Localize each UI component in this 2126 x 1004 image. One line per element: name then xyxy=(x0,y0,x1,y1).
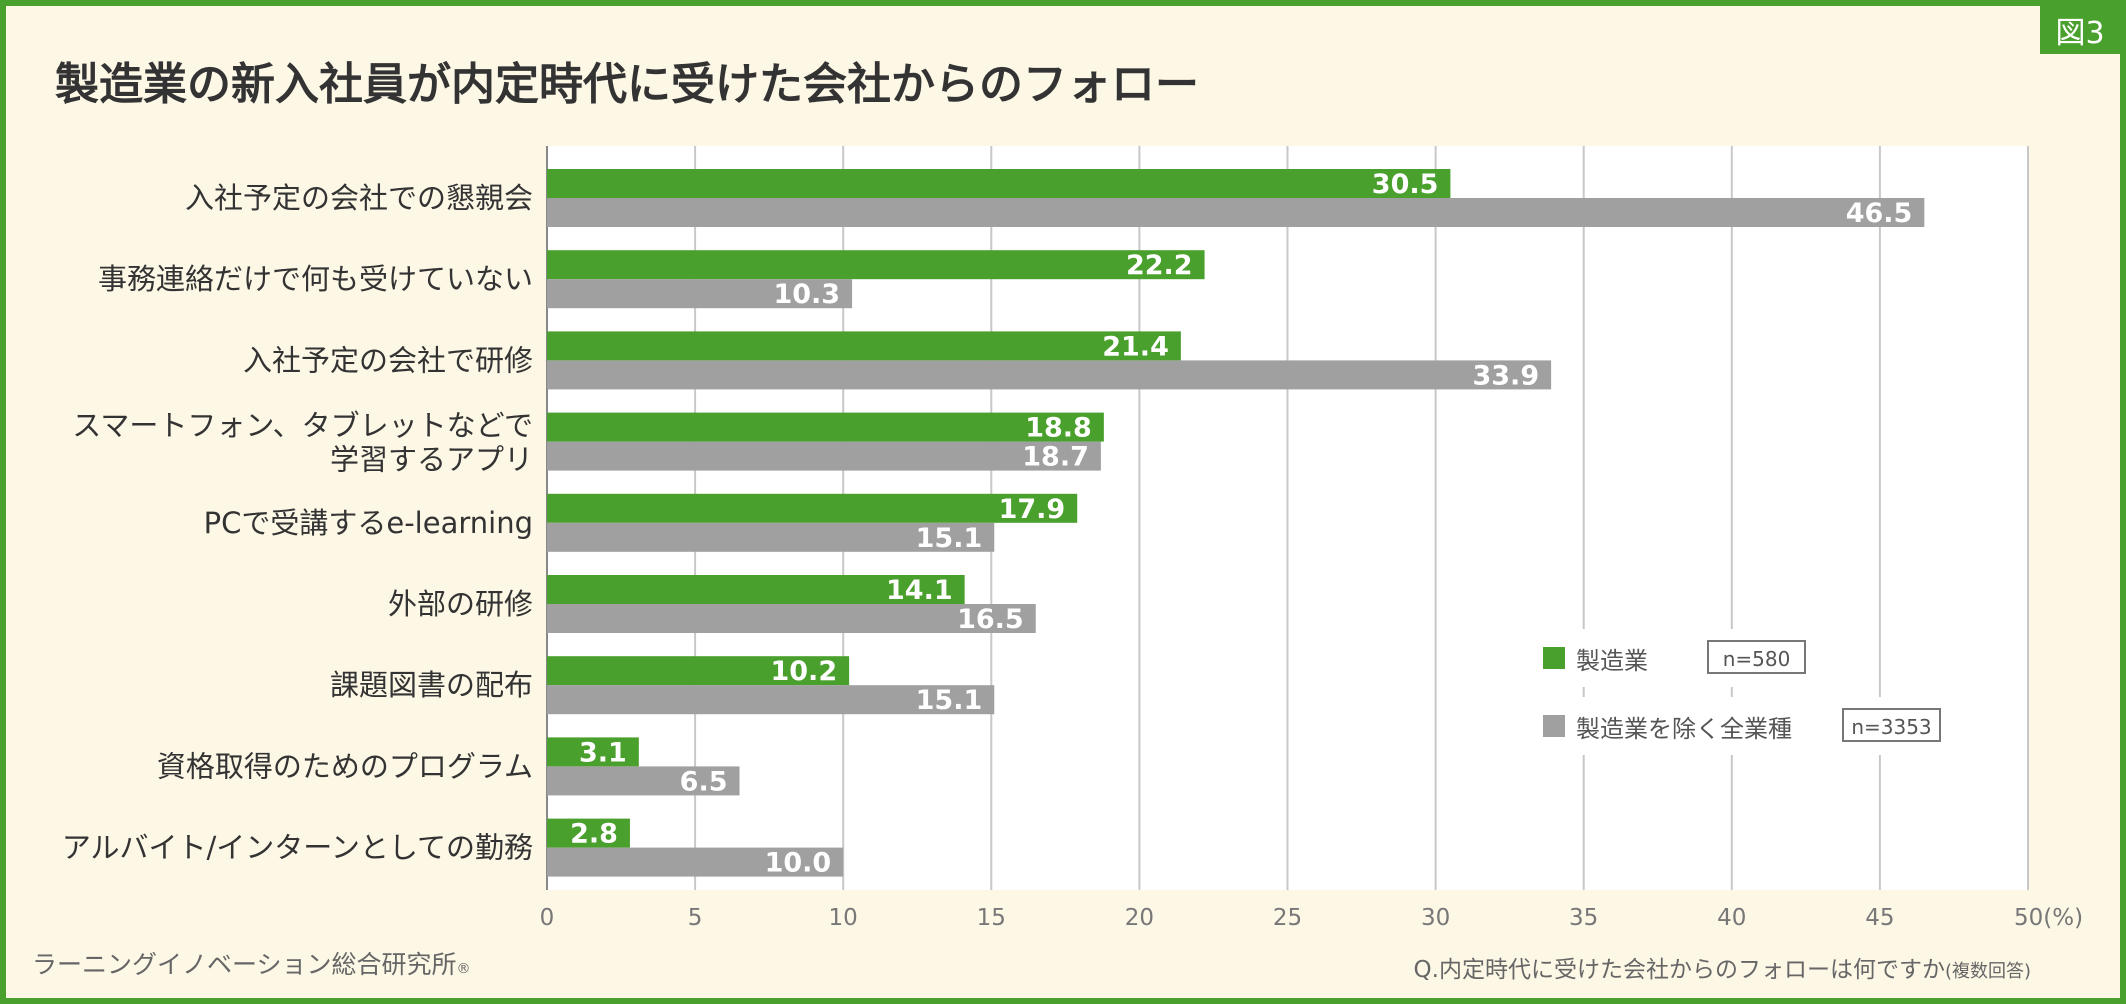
x-tick-label: 45 xyxy=(1865,905,1894,931)
data-label-other-industries: 33.9 xyxy=(1472,360,1539,391)
chart-title: 製造業の新入社員が内定時代に受けた会社からのフォロー xyxy=(55,59,1199,110)
bar-other-industries xyxy=(547,766,740,796)
data-label-other-industries: 10.0 xyxy=(765,848,832,879)
bar-manufacturing xyxy=(547,575,965,604)
legend-n-label: n=3353 xyxy=(1851,715,1931,739)
question-text: Q.内定時代に受けた会社からのフォローは何ですか xyxy=(1413,957,1945,983)
multiple-answer-note: (複数回答) xyxy=(1944,961,2031,982)
data-label-manufacturing: 2.8 xyxy=(570,819,618,850)
legend-n-box xyxy=(1842,708,1941,742)
data-label-other-industries: 46.5 xyxy=(1846,198,1913,229)
bar-other-industries xyxy=(547,847,844,877)
category-label: 入社予定の会社での懇親会 xyxy=(185,181,533,215)
x-tick-label: 30 xyxy=(1421,905,1450,931)
category-label: スマートフォン、タブレットなどで xyxy=(72,409,533,443)
data-label-other-industries: 16.5 xyxy=(957,604,1024,635)
x-tick-label: 10 xyxy=(829,905,858,931)
source-text: ラーニングイノベーション総合研究所 xyxy=(32,950,457,979)
legend-swatch xyxy=(1543,715,1565,737)
category-label: 課題図書の配布 xyxy=(330,668,533,702)
question-note: Q.内定時代に受けた会社からのフォローは何ですか(複数回答) xyxy=(1414,950,2031,984)
bar-manufacturing xyxy=(547,250,1205,280)
bar-other-industries xyxy=(547,522,995,552)
x-tick-label: 0 xyxy=(540,905,555,931)
category-label: PCで受講するe-learning xyxy=(204,506,533,540)
registered-mark: ® xyxy=(456,961,471,977)
x-tick-label: 15 xyxy=(977,905,1006,931)
x-tick-label: 20 xyxy=(1125,905,1154,931)
legend-n-label: n=580 xyxy=(1723,647,1791,671)
legend-label: 製造業を除く全業種 xyxy=(1576,715,1792,743)
source-credit: ラーニングイノベーション総合研究所® xyxy=(32,945,471,981)
x-tick-label: 35 xyxy=(1569,905,1598,931)
category-label: 事務連絡だけで何も受けていない xyxy=(98,262,533,296)
data-label-manufacturing: 10.2 xyxy=(770,656,837,687)
bar-manufacturing xyxy=(547,331,1181,361)
data-label-manufacturing: 14.1 xyxy=(886,575,953,606)
category-label: 入社予定の会社で研修 xyxy=(243,343,533,377)
bar-other-industries xyxy=(547,604,1036,633)
legend-label: 製造業 xyxy=(1576,647,1648,675)
bar-other-industries xyxy=(547,360,1552,390)
figure-tag: 図3 xyxy=(2040,6,2120,54)
data-label-other-industries: 10.3 xyxy=(773,279,840,310)
bar-manufacturing xyxy=(547,656,850,686)
bar-manufacturing xyxy=(547,493,1078,523)
data-label-other-industries: 15.1 xyxy=(916,523,983,554)
bar-other-industries xyxy=(547,685,995,715)
legend-swatch xyxy=(1543,647,1565,669)
bar-manufacturing xyxy=(547,818,630,848)
x-tick-label: 40 xyxy=(1717,905,1746,931)
data-label-manufacturing: 30.5 xyxy=(1372,169,1439,200)
bar-other-industries xyxy=(547,279,853,309)
x-tick-label: 5 xyxy=(688,905,703,931)
data-label-other-industries: 15.1 xyxy=(916,685,983,716)
data-label-manufacturing: 18.8 xyxy=(1025,413,1092,444)
data-label-other-industries: 18.7 xyxy=(1022,442,1089,473)
data-label-manufacturing: 3.1 xyxy=(579,737,627,768)
bar-manufacturing xyxy=(547,737,639,767)
x-tick-label: 25 xyxy=(1273,905,1302,931)
x-tick-label: 50(%) xyxy=(2014,905,2083,931)
data-label-manufacturing: 17.9 xyxy=(999,494,1066,525)
bar-other-industries xyxy=(547,198,1925,227)
bar-other-industries xyxy=(547,441,1101,471)
bar-manufacturing xyxy=(547,169,1451,198)
category-label: アルバイト/インターンとしての勤務 xyxy=(62,831,533,865)
bar-manufacturing xyxy=(547,412,1104,442)
category-label: 外部の研修 xyxy=(388,587,533,621)
legend-n-box xyxy=(1707,640,1806,674)
data-label-other-industries: 6.5 xyxy=(680,766,728,797)
category-label: 学習するアプリ xyxy=(330,443,533,477)
data-label-manufacturing: 21.4 xyxy=(1102,331,1169,362)
category-label: 資格取得のためのプログラム xyxy=(157,749,533,783)
data-label-manufacturing: 22.2 xyxy=(1126,250,1193,281)
